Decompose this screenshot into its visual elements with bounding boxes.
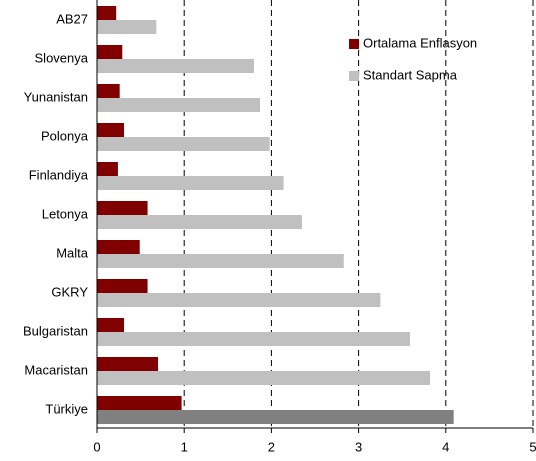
y-tick-label: Yunanistan [24, 89, 88, 104]
y-tick-label: Letonya [42, 206, 89, 221]
bar [97, 240, 140, 254]
x-tick-label: 3 [355, 439, 362, 454]
legend-swatch [349, 39, 359, 49]
bar [97, 84, 120, 98]
y-tick-label: AB27 [56, 11, 88, 26]
bar [97, 162, 118, 176]
bar [97, 254, 344, 268]
bar [97, 98, 261, 112]
bar [97, 123, 125, 137]
y-tick-label: Slovenya [35, 50, 89, 65]
bar [97, 318, 125, 332]
bar [97, 215, 302, 229]
y-tick-label: Finlandiya [29, 167, 89, 182]
bar [97, 357, 159, 371]
bar [97, 201, 148, 215]
bar [97, 410, 454, 424]
y-tick-label: Bulgaristan [23, 323, 88, 338]
x-tick-label: 0 [93, 439, 100, 454]
bar [97, 45, 123, 59]
y-tick-label: Malta [56, 245, 89, 260]
bar [97, 396, 182, 410]
x-tick-label: 4 [442, 439, 449, 454]
y-tick-label: Macaristan [24, 362, 88, 377]
x-tick-label: 1 [181, 439, 188, 454]
x-tick-label: 5 [529, 439, 536, 454]
bar [97, 332, 411, 346]
x-tick-label: 2 [268, 439, 275, 454]
y-tick-label: Türkiye [45, 401, 88, 416]
bar [97, 279, 148, 293]
bar [97, 59, 254, 73]
legend-label: Standart Sapma [363, 67, 458, 82]
y-tick-label: GKRY [51, 284, 88, 299]
bar [97, 176, 284, 190]
bar [97, 371, 431, 385]
bar [97, 6, 117, 20]
bar [97, 137, 270, 151]
legend-swatch [349, 71, 359, 81]
legend-label: Ortalama Enflasyon [363, 35, 477, 50]
bar [97, 20, 157, 34]
y-tick-label: Polonya [41, 128, 89, 143]
bar [97, 293, 381, 307]
